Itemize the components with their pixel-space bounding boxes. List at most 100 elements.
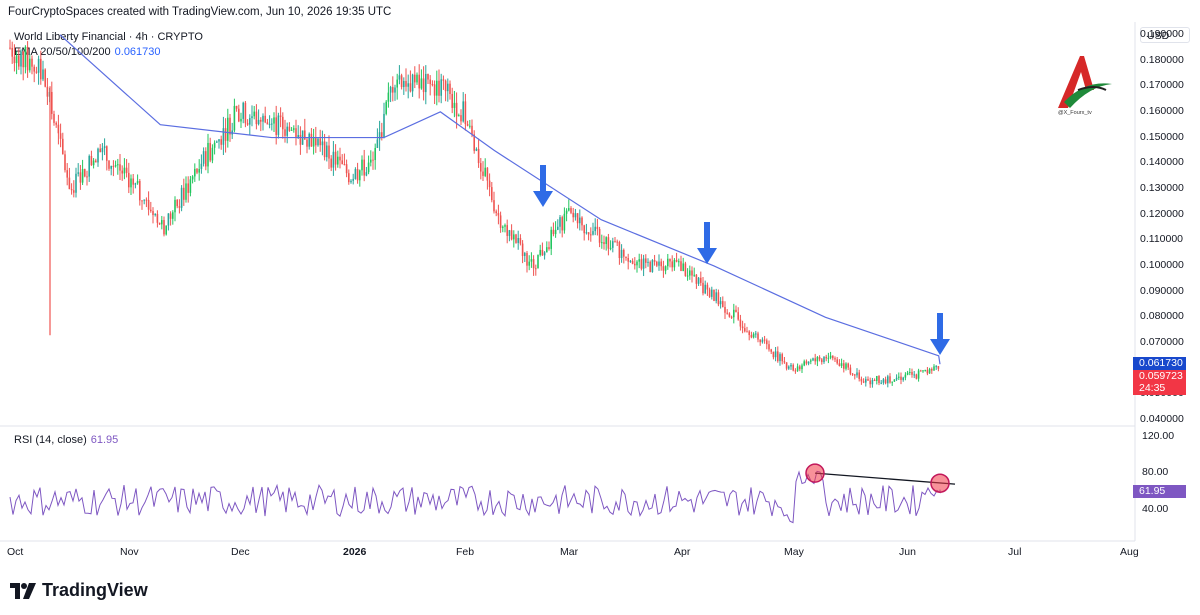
candle-body [509, 230, 511, 236]
candle-body [847, 364, 849, 368]
candle-body [460, 115, 462, 121]
candle-body [311, 134, 313, 147]
candle-body [938, 366, 940, 369]
candle-body [130, 178, 132, 187]
candle-body [531, 259, 533, 262]
time-tick-label: Oct [7, 546, 23, 558]
rsi-line[interactable] [10, 471, 940, 522]
candle-body [489, 181, 491, 187]
candle-body [308, 134, 310, 147]
candle-body [707, 285, 709, 290]
candle-body [841, 363, 843, 366]
candle-body [223, 128, 225, 145]
candle-body [106, 146, 108, 161]
candle-body [575, 213, 577, 217]
candle-body [513, 234, 515, 239]
price-tick-label: 0.120000 [1140, 208, 1184, 220]
down-arrow-icon[interactable] [930, 313, 950, 355]
candle-body [568, 208, 570, 211]
price-tick-label: 0.150000 [1140, 131, 1184, 143]
candle-body [55, 123, 57, 125]
candle-body [434, 84, 436, 95]
candle-body [674, 260, 676, 267]
candle-body [663, 266, 665, 270]
price-tick-label: 0.160000 [1140, 105, 1184, 117]
candle-body [916, 374, 918, 378]
candle-body [737, 312, 739, 319]
candle-body [517, 238, 519, 243]
candle-body [183, 188, 185, 200]
candle-body [702, 283, 704, 293]
candle-body [740, 320, 742, 327]
candle-body [900, 377, 902, 380]
candle-body [680, 261, 682, 271]
candle-body [416, 75, 418, 83]
candle-body [405, 81, 407, 87]
rsi-value-tag: 61.95 [1133, 485, 1186, 498]
candle-body [172, 212, 174, 219]
candle-body [577, 213, 579, 223]
candle-body [814, 358, 816, 361]
candle-body [638, 259, 640, 261]
candle-body [262, 116, 264, 122]
candle-body [128, 173, 130, 187]
candle-body [66, 170, 68, 177]
candle-body [436, 81, 438, 96]
candle-body [909, 372, 911, 373]
candle-body [454, 103, 456, 108]
candle-body [889, 376, 891, 382]
candle-body [526, 253, 528, 266]
candle-body [667, 259, 669, 266]
candle-body [616, 242, 618, 243]
candle-body [427, 74, 429, 80]
candle-body [658, 261, 660, 265]
candle-body [236, 106, 238, 109]
candle-body [775, 351, 777, 357]
candle-body [429, 80, 431, 85]
ema-line[interactable] [60, 35, 940, 364]
candle-body [704, 285, 706, 293]
rsi-highlight-circle[interactable] [931, 474, 949, 492]
time-tick-label: Jun [899, 546, 916, 558]
candle-body [121, 171, 123, 174]
candle-body [537, 255, 539, 268]
candle-body [119, 164, 121, 170]
candle-body [762, 340, 764, 343]
candle-body [22, 52, 24, 68]
candle-body [935, 366, 937, 367]
candle-body [713, 290, 715, 301]
rsi-highlight-circle[interactable] [806, 464, 824, 482]
candle-body [275, 117, 277, 135]
candle-body [768, 344, 770, 349]
candle-body [432, 84, 434, 85]
candle-body [746, 331, 748, 332]
candle-body [542, 250, 544, 255]
candle-body [929, 369, 931, 373]
candle-body [689, 270, 691, 275]
candle-body [480, 163, 482, 171]
candle-body [799, 366, 801, 369]
candle-body [834, 358, 836, 359]
author-handle: @X_Fourx_tv [1058, 110, 1092, 116]
candle-body [381, 132, 383, 137]
candle-body [487, 168, 489, 181]
tradingview-logo[interactable]: TradingView [10, 580, 148, 601]
candle-body [403, 81, 405, 87]
candle-body [469, 126, 471, 127]
candle-body [304, 130, 306, 139]
candle-body [493, 200, 495, 211]
candle-body [678, 261, 680, 262]
candle-body [284, 129, 286, 136]
candle-body [874, 380, 876, 381]
candle-body [927, 370, 929, 373]
candle-body [86, 176, 88, 177]
candle-body [216, 141, 218, 142]
candle-body [335, 152, 337, 165]
candle-body [564, 214, 566, 231]
candle-body [836, 359, 838, 363]
candle-body [280, 116, 282, 117]
down-arrow-icon[interactable] [697, 222, 717, 264]
candle-body [306, 140, 308, 147]
candle-body [225, 128, 227, 141]
